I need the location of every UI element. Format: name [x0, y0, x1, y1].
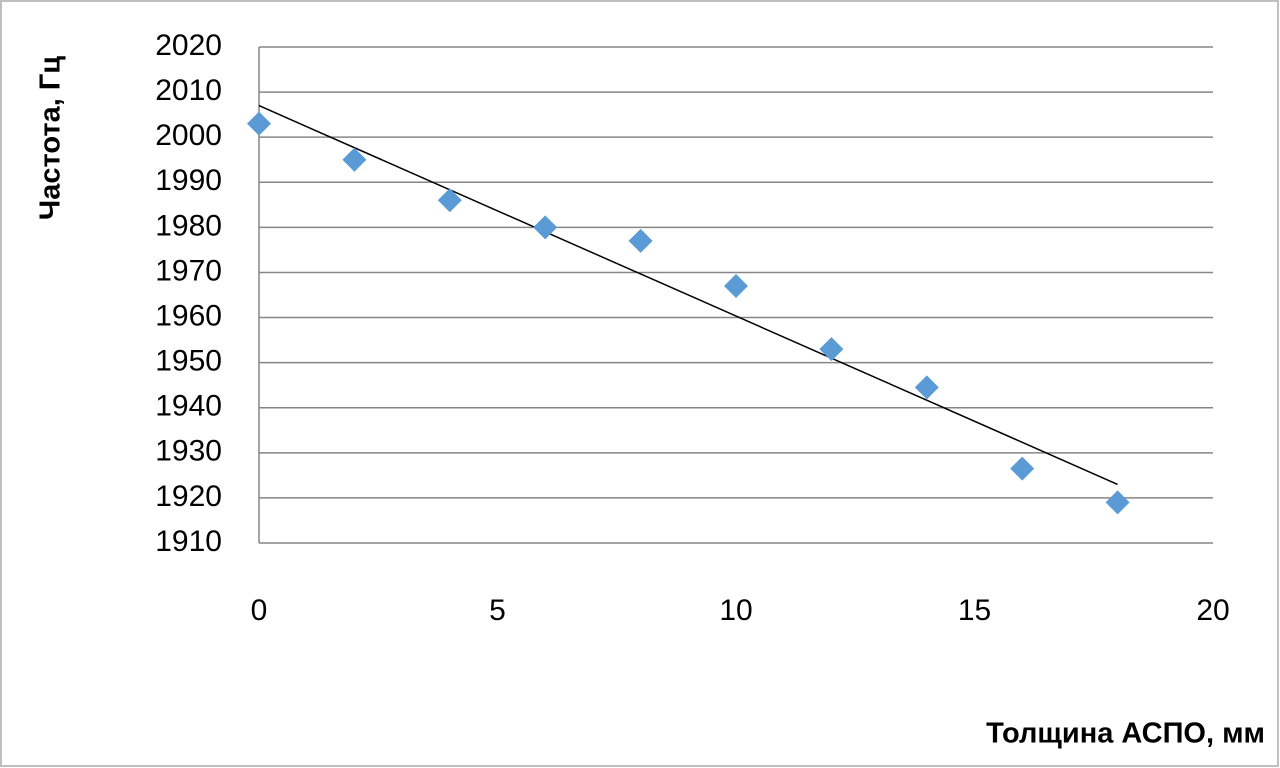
data-point [914, 375, 939, 400]
x-tick-label: 20 [1196, 594, 1229, 627]
data-point [342, 147, 367, 172]
y-tick-label: 1970 [155, 254, 222, 287]
y-tick-label: 1960 [155, 299, 222, 332]
data-point [628, 228, 653, 253]
y-tick-label: 1980 [155, 209, 222, 242]
data-point [247, 111, 271, 136]
x-tick-label: 0 [251, 594, 268, 627]
data-point [437, 188, 462, 213]
y-tick-label: 1950 [155, 345, 222, 378]
x-tick-label: 10 [719, 594, 752, 627]
y-tick-label: 2010 [155, 74, 222, 107]
trendline [258, 104, 1118, 486]
data-point [533, 215, 558, 240]
y-axis-title: Частота, Гц [35, 56, 67, 220]
x-tick-label: 15 [958, 594, 991, 627]
y-tick-label: 1930 [155, 435, 222, 468]
data-point [1010, 456, 1035, 481]
y-tick-label: 1990 [155, 164, 222, 197]
y-tick-label: 1910 [155, 525, 222, 558]
data-point [724, 273, 748, 298]
data-point [1105, 490, 1130, 515]
y-tick-label: 1920 [155, 480, 222, 513]
x-axis-title: Толщина АСПО, мм [986, 718, 1265, 750]
y-tick-label: 2000 [155, 119, 222, 152]
y-tick-label: 2020 [155, 29, 222, 62]
y-tick-label: 1940 [155, 390, 222, 423]
data-point [819, 337, 844, 362]
x-tick-label: 5 [489, 594, 506, 627]
